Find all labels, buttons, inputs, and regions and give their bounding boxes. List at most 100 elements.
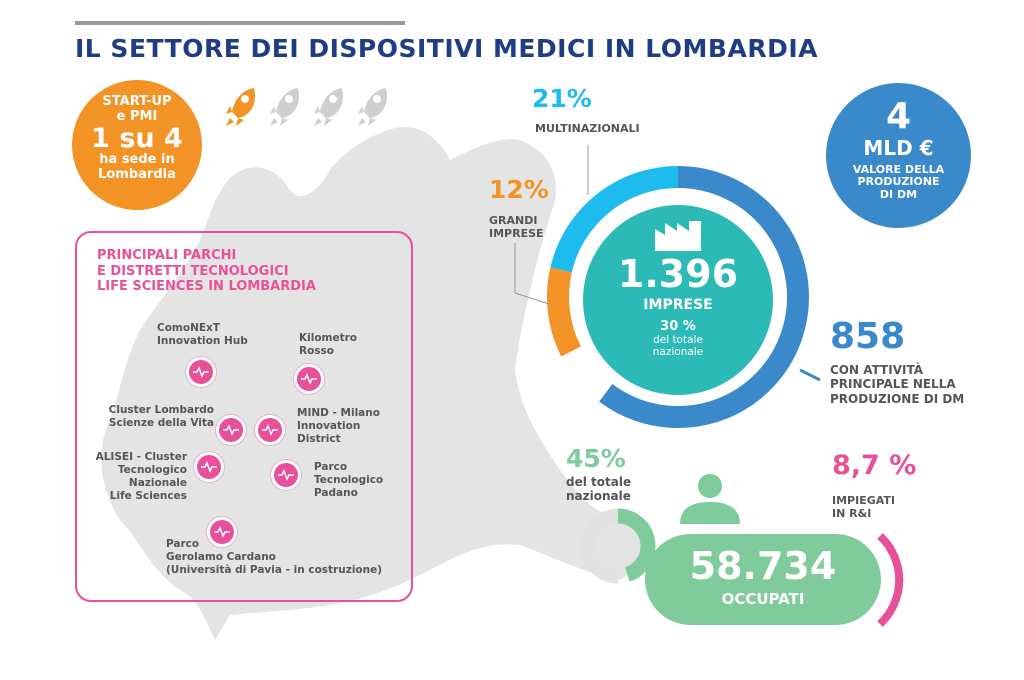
park-label-mind: MIND - Milano Innovation District xyxy=(297,407,380,446)
heartbeat-icon xyxy=(262,424,278,436)
park-line: Cluster Lombardo xyxy=(108,404,214,416)
park-location-marker xyxy=(219,418,243,442)
donut-remainder xyxy=(580,508,619,584)
parks-panel xyxy=(75,231,413,602)
employees-pill: 58.734 OCCUPATI xyxy=(645,534,881,625)
companies-label: IMPRESE xyxy=(643,296,713,313)
large-companies-pct: 12% xyxy=(489,175,549,204)
heartbeat-icon xyxy=(201,461,217,473)
top-divider xyxy=(75,21,405,25)
park-line: MIND - Milano xyxy=(297,407,380,419)
heartbeat-icon xyxy=(223,424,239,436)
companies-share-label: del totale xyxy=(653,333,703,346)
employment-share-label: del totale nazionale xyxy=(566,475,631,504)
donut-share xyxy=(617,508,656,582)
page-title: IL SETTORE DEI DISPOSITIVI MEDICI IN LOM… xyxy=(75,34,818,63)
park-location-marker xyxy=(210,520,234,544)
production-leader-line xyxy=(799,368,821,382)
ring-segment-multinational xyxy=(550,166,679,273)
employees-total: 58.734 xyxy=(689,544,837,588)
production-value-unit: MLD € xyxy=(863,135,934,160)
park-location-marker xyxy=(297,367,321,391)
startup-ratio: 1 su 4 xyxy=(91,122,183,154)
rd-arc xyxy=(877,533,904,627)
heartbeat-icon xyxy=(278,469,294,481)
park-location-marker xyxy=(274,463,298,487)
heartbeat-icon xyxy=(193,366,209,378)
multinational-label: MULTINAZIONALI xyxy=(535,122,640,135)
large-leader-line xyxy=(514,243,553,306)
park-line: Kilometro xyxy=(299,332,358,344)
employment-share-donut xyxy=(580,508,656,584)
park-label-cardano: Parco Gerolamo Cardano (Università di Pavi… xyxy=(166,538,382,577)
companies-share: 30 % xyxy=(660,318,696,334)
production-line: PRINCIPALE NELLA xyxy=(830,377,956,392)
parks-title-line: E DISTRETTI TECNOLOGICI xyxy=(97,263,289,279)
heartbeat-icon xyxy=(301,373,317,385)
startup-label-4: Lombardia xyxy=(98,167,176,183)
production-label: CON ATTIVITÀ PRINCIPALE NELLA PRODUZIONE D… xyxy=(830,363,964,406)
park-line: ALISEI - Cluster xyxy=(95,451,187,463)
park-line: Parco xyxy=(314,461,348,473)
park-location-marker xyxy=(189,360,213,384)
production-value-label: PRODUZIONE xyxy=(857,175,940,189)
park-location-marker xyxy=(258,418,282,442)
park-line: Scienze della Vita xyxy=(108,417,214,430)
park-line: Life Sciences xyxy=(109,490,187,503)
multinational-pct: 21% xyxy=(532,84,592,113)
parks-title-line: PRINCIPALI PARCHI xyxy=(97,248,237,263)
employees-label: OCCUPATI xyxy=(721,589,805,608)
park-label-cluster-lombardo: Cluster Lombardo Scienze della Vita xyxy=(109,404,214,430)
park-label-kilometro-rosso: Kilometro Rosso xyxy=(299,332,357,358)
production-line: CON ATTIVITÀ xyxy=(830,363,923,377)
production-value-label: DI DM xyxy=(879,187,918,201)
person-icon xyxy=(680,474,740,524)
park-line: Rosso xyxy=(299,345,335,358)
companies-total: 1.396 xyxy=(617,252,739,296)
rocket-icons xyxy=(224,86,388,128)
park-line: (Università di Pavia - in costruzione) xyxy=(166,564,383,577)
startup-label-2: e PMI xyxy=(116,108,158,124)
park-line: Gerolamo Cardano xyxy=(166,551,276,564)
heartbeat-icon xyxy=(214,526,230,538)
production-count: 858 xyxy=(830,316,906,357)
park-line: District xyxy=(297,433,341,446)
rocket-icon xyxy=(314,88,344,126)
rocket-icon xyxy=(358,88,388,126)
park-line: ComoNExT xyxy=(157,322,220,334)
parks-title: PRINCIPALI PARCHI E DISTRETTI TECNOLOGIC… xyxy=(97,248,316,295)
ring-segment-large xyxy=(547,267,582,357)
park-location-marker xyxy=(197,455,221,479)
startup-badge: START-UP e PMI 1 su 4 ha sede in Lombard… xyxy=(72,80,202,210)
employment-share-pct: 45% xyxy=(566,444,626,473)
park-line: Innovation Hub xyxy=(157,335,248,348)
production-value-number: 4 xyxy=(885,96,912,137)
employment-share-line: nazionale xyxy=(566,489,631,504)
production-value-badge: 4 MLD € VALORE DELLA PRODUZIONE DI DM xyxy=(826,83,971,228)
production-line: PRODUZIONE DI DM xyxy=(830,391,965,406)
factory-icon xyxy=(655,221,701,251)
rocket-icon xyxy=(226,88,256,126)
startup-label-3: ha sede in xyxy=(99,152,175,168)
rocket-icon xyxy=(270,88,300,126)
ring-segment-production xyxy=(599,166,809,428)
rd-pct: 8,7 % xyxy=(832,450,917,481)
startup-label: START-UP xyxy=(102,94,172,109)
park-label-parco-padano: Parco Tecnologico Padano xyxy=(314,461,383,500)
large-companies-label: GRANDI IMPRESE xyxy=(489,214,544,240)
park-line: Tecnologico xyxy=(314,474,384,487)
companies-share-label-2: nazionale xyxy=(652,345,704,358)
companies-center-circle: 1.396 IMPRESE 30 % del totale nazionale xyxy=(583,205,773,395)
rd-label: IMPIEGATI IN R&I xyxy=(832,494,895,520)
park-line: Nazionale xyxy=(128,477,187,490)
park-line: Innovation xyxy=(297,420,361,433)
park-line: Tecnologico xyxy=(117,464,187,477)
park-label-comonext: ComoNExT Innovation Hub xyxy=(157,322,248,348)
park-line: Padano xyxy=(314,487,358,500)
park-line: Parco xyxy=(166,538,200,550)
rd-label-line: IMPIEGATI xyxy=(832,494,895,507)
production-value-label: VALORE DELLA xyxy=(852,162,945,176)
park-label-alisei: ALISEI - Cluster Tecnologico Nazionale Life… xyxy=(96,451,187,504)
